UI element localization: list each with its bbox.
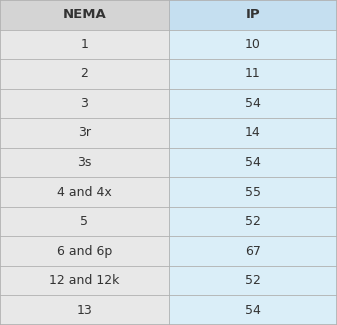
- Bar: [168, 30, 337, 59]
- Bar: [168, 266, 337, 295]
- Text: 3r: 3r: [78, 126, 91, 139]
- Bar: [0, 89, 168, 118]
- Bar: [0, 266, 168, 295]
- Text: 5: 5: [80, 215, 88, 228]
- Bar: [168, 177, 337, 207]
- Bar: [0, 148, 168, 177]
- Bar: [0, 236, 168, 266]
- Text: 55: 55: [245, 186, 261, 199]
- Text: IP: IP: [245, 8, 260, 21]
- Text: 3: 3: [80, 97, 88, 110]
- Text: 3s: 3s: [77, 156, 91, 169]
- Text: 14: 14: [245, 126, 261, 139]
- Text: 2: 2: [80, 67, 88, 80]
- Text: 54: 54: [245, 156, 261, 169]
- Bar: [168, 148, 337, 177]
- Text: 67: 67: [245, 245, 261, 258]
- Text: NEMA: NEMA: [62, 8, 106, 21]
- Bar: [168, 59, 337, 89]
- Bar: [168, 295, 337, 325]
- Text: 52: 52: [245, 215, 261, 228]
- Bar: [0, 118, 168, 148]
- Text: 4 and 4x: 4 and 4x: [57, 186, 112, 199]
- Bar: [168, 207, 337, 236]
- Bar: [0, 295, 168, 325]
- Text: 6 and 6p: 6 and 6p: [57, 245, 112, 258]
- Text: 11: 11: [245, 67, 261, 80]
- Text: 52: 52: [245, 274, 261, 287]
- Text: 1: 1: [80, 38, 88, 51]
- Text: 54: 54: [245, 304, 261, 317]
- Bar: [0, 30, 168, 59]
- Text: 10: 10: [245, 38, 261, 51]
- Text: 54: 54: [245, 97, 261, 110]
- Bar: [168, 236, 337, 266]
- Bar: [168, 89, 337, 118]
- Bar: [168, 118, 337, 148]
- Bar: [0, 177, 168, 207]
- Bar: [0, 207, 168, 236]
- Bar: [0, 0, 168, 30]
- Text: 13: 13: [76, 304, 92, 317]
- Bar: [0, 59, 168, 89]
- Bar: [168, 0, 337, 30]
- Text: 12 and 12k: 12 and 12k: [49, 274, 119, 287]
